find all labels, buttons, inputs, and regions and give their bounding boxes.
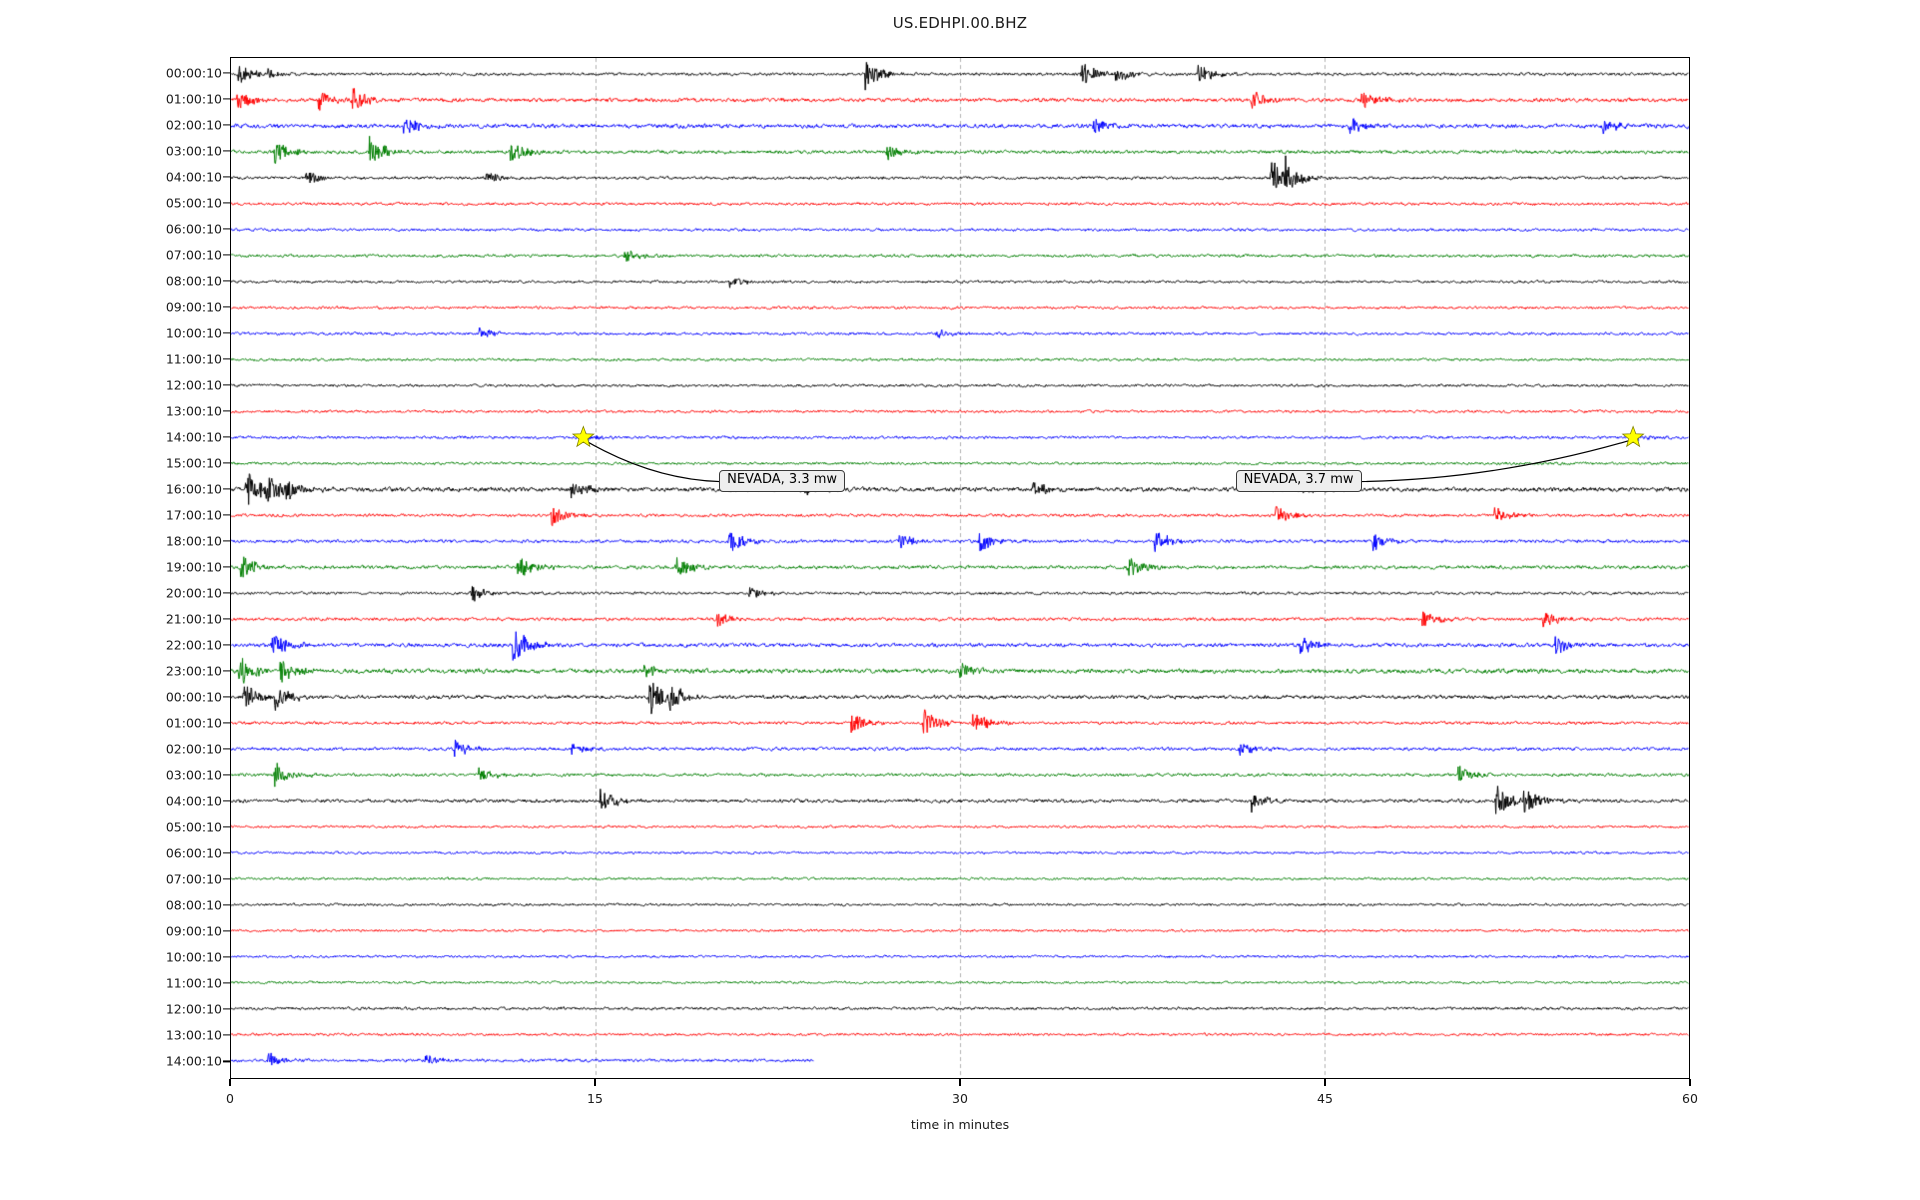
- y-axis-tick-label: 07:00:10: [165, 871, 222, 887]
- y-axis-tick-mark: [223, 150, 230, 152]
- y-axis-tick-label: 10:00:10: [165, 325, 222, 341]
- x-axis-tick-mark: [1324, 1079, 1326, 1086]
- y-axis-tick-mark: [223, 384, 230, 386]
- x-axis-tick-mark: [959, 1079, 961, 1086]
- earthquake-annotation-label[interactable]: NEVADA, 3.3 mw: [719, 470, 846, 493]
- y-axis-tick-label: 06:00:10: [165, 845, 222, 861]
- y-axis-tick-label: 09:00:10: [165, 923, 222, 939]
- y-axis-tick-label: 03:00:10: [165, 143, 222, 159]
- y-axis-tick-mark: [223, 904, 230, 906]
- x-axis-tick-mark: [594, 1079, 596, 1086]
- y-axis-tick-mark: [223, 670, 230, 672]
- page-title: US.EDHPI.00.BHZ: [892, 14, 1028, 32]
- y-axis-tick-label: 04:00:10: [165, 169, 222, 185]
- y-axis-tick-label: 20:00:10: [165, 585, 222, 601]
- y-axis-tick-mark: [223, 800, 230, 802]
- y-axis-tick-label: 04:00:10: [165, 793, 222, 809]
- x-axis-tick-label: 0: [226, 1091, 234, 1106]
- y-axis-tick-label: 06:00:10: [165, 221, 222, 237]
- y-axis-tick-mark: [223, 1034, 230, 1036]
- y-axis-tick-label: 09:00:10: [165, 299, 222, 315]
- y-axis-tick-label: 13:00:10: [165, 403, 222, 419]
- y-axis-tick-mark: [223, 488, 230, 490]
- y-axis-tick-label: 12:00:10: [165, 377, 222, 393]
- y-axis-tick-label: 11:00:10: [165, 975, 222, 991]
- y-axis-tick-label: 12:00:10: [165, 1001, 222, 1017]
- y-axis-tick-label: 00:00:10: [165, 689, 222, 705]
- y-axis-tick-mark: [223, 280, 230, 282]
- y-axis-tick-mark: [223, 124, 230, 126]
- y-axis-tick-label: 18:00:10: [165, 533, 222, 549]
- y-axis-tick-mark: [223, 98, 230, 100]
- y-axis-tick-label: 01:00:10: [165, 715, 222, 731]
- y-axis-tick-label: 02:00:10: [165, 117, 222, 133]
- x-axis-tick-mark: [229, 1079, 231, 1086]
- y-axis-tick-mark: [223, 956, 230, 958]
- y-axis-tick-mark: [223, 332, 230, 334]
- x-axis-tick-label: 30: [952, 1091, 968, 1106]
- y-axis-tick-label: 08:00:10: [165, 273, 222, 289]
- y-axis-tick-mark: [223, 618, 230, 620]
- y-axis-tick-label: 15:00:10: [165, 455, 222, 471]
- x-axis-tick-label: 45: [1317, 1091, 1333, 1106]
- y-axis-tick-mark: [223, 592, 230, 594]
- y-axis-tick-label: 11:00:10: [165, 351, 222, 367]
- y-axis-tick-label: 07:00:10: [165, 247, 222, 263]
- y-axis-tick-mark: [223, 228, 230, 230]
- y-axis-tick-label: 23:00:10: [165, 663, 222, 679]
- y-axis-tick-label: 02:00:10: [165, 741, 222, 757]
- y-axis-tick-label: 17:00:10: [165, 507, 222, 523]
- x-axis-tick-mark: [1689, 1079, 1691, 1086]
- y-axis-tick-label: 01:00:10: [165, 91, 222, 107]
- y-axis-tick-mark: [223, 72, 230, 74]
- y-axis-tick-mark: [223, 176, 230, 178]
- y-axis-tick-label: 13:00:10: [165, 1027, 222, 1043]
- y-axis-tick-mark: [223, 254, 230, 256]
- y-axis-tick-mark: [223, 540, 230, 542]
- y-axis-tick-label: 10:00:10: [165, 949, 222, 965]
- y-axis-tick-mark: [223, 1008, 230, 1010]
- y-axis-tick-mark: [223, 774, 230, 776]
- y-axis-tick-label: 22:00:10: [165, 637, 222, 653]
- y-axis-tick-mark: [223, 878, 230, 880]
- y-axis-tick-mark: [223, 462, 230, 464]
- x-axis-tick-label: 15: [587, 1091, 603, 1106]
- y-axis-tick-mark: [223, 852, 230, 854]
- y-axis-tick-mark: [223, 722, 230, 724]
- seismogram-traces: [231, 58, 1689, 1078]
- y-axis-tick-mark: [223, 436, 230, 438]
- y-axis-tick-label: 16:00:10: [165, 481, 222, 497]
- earthquake-annotation-label[interactable]: NEVADA, 3.7 mw: [1235, 470, 1362, 493]
- y-axis-tick-mark: [223, 514, 230, 516]
- y-axis-tick-label: 05:00:10: [165, 195, 222, 211]
- y-axis-tick-mark: [223, 202, 230, 204]
- y-axis-tick-labels: 00:00:10 01:00:10 02:00:10 03:00:10 04:00:10…: [0, 0, 222, 1200]
- y-axis-tick-label: 21:00:10: [165, 611, 222, 627]
- y-axis-tick-mark: [223, 930, 230, 932]
- y-axis-tick-label: 05:00:10: [165, 819, 222, 835]
- y-axis-tick-mark: [223, 1060, 230, 1062]
- y-axis-tick-mark: [223, 826, 230, 828]
- x-axis-label: time in minutes: [910, 1117, 1010, 1132]
- x-axis-tick-label: 60: [1682, 1091, 1698, 1106]
- y-axis-tick-mark: [223, 982, 230, 984]
- y-axis-tick-mark: [223, 696, 230, 698]
- y-axis-tick-label: 19:00:10: [165, 559, 222, 575]
- y-axis-tick-label: 14:00:10: [165, 1053, 222, 1069]
- y-axis-tick-label: 14:00:10: [165, 429, 222, 445]
- y-axis-tick-mark: [223, 644, 230, 646]
- y-axis-tick-label: 03:00:10: [165, 767, 222, 783]
- y-axis-tick-label: 08:00:10: [165, 897, 222, 913]
- y-axis-tick-mark: [223, 410, 230, 412]
- y-axis-tick-mark: [223, 306, 230, 308]
- y-axis-tick-mark: [223, 748, 230, 750]
- y-axis-tick-label: 00:00:10: [165, 65, 222, 81]
- y-axis-tick-mark: [223, 358, 230, 360]
- plot-axes: [230, 57, 1690, 1079]
- y-axis-tick-mark: [223, 566, 230, 568]
